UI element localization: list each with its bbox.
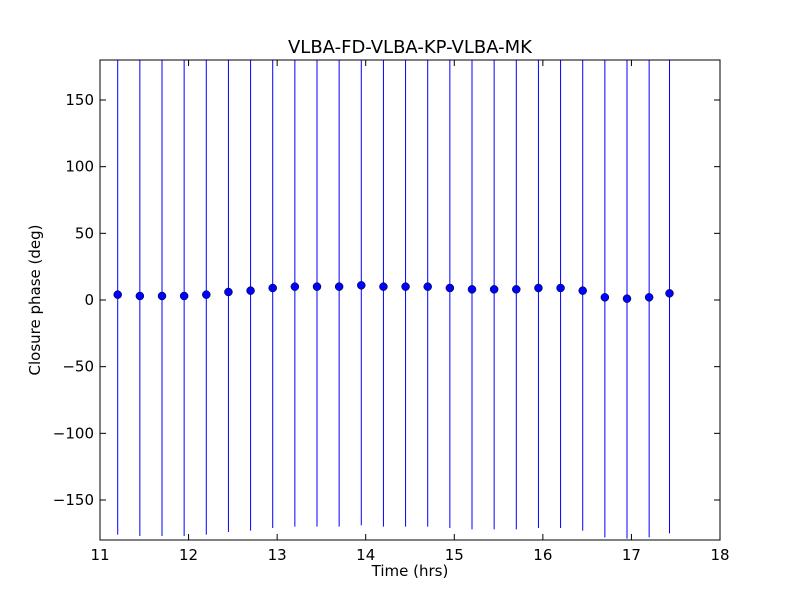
data-point — [157, 291, 167, 301]
x-tick-label: 14 — [356, 546, 375, 564]
y-axis-label: Closure phase (deg) — [26, 225, 44, 376]
y-tick-label: 100 — [65, 158, 94, 176]
data-point — [268, 283, 277, 293]
x-tick-label: 11 — [90, 546, 109, 564]
data-point — [665, 289, 674, 298]
x-tick-label: 13 — [268, 546, 287, 564]
plot-area: 11 12 13 14 15 16 17 18 −150 −100 −50 0 50 100 150 — [53, 59, 730, 564]
data-point — [246, 286, 255, 295]
data-point — [224, 287, 233, 297]
data-point — [534, 283, 543, 293]
y-tick-label: −100 — [53, 424, 94, 442]
data-point — [489, 285, 499, 294]
data-point — [512, 285, 521, 294]
y-tick-label: 50 — [75, 224, 94, 242]
data-point — [312, 282, 322, 291]
data-point — [644, 293, 654, 302]
data-point — [578, 286, 587, 295]
data-point — [290, 282, 300, 291]
data-point — [622, 294, 632, 303]
data-point — [556, 283, 565, 293]
y-tick-label: −150 — [53, 491, 94, 509]
chart-title: VLBA-FD-VLBA-KP-VLBA-MK — [288, 37, 533, 58]
data-point — [423, 282, 432, 291]
x-tick-label: 18 — [710, 546, 729, 564]
data-point — [600, 293, 610, 302]
x-tick-label: 15 — [445, 546, 464, 564]
data-point — [135, 291, 145, 301]
x-axis-label: Time (hrs) — [371, 562, 449, 580]
x-tick-label: 17 — [622, 546, 641, 564]
data-point — [445, 283, 455, 293]
y-tick-label: 150 — [65, 91, 94, 109]
y-tick-label: −50 — [62, 358, 94, 376]
data-point — [467, 285, 477, 294]
data-point — [202, 290, 211, 299]
data-point — [379, 282, 388, 291]
data-point — [357, 281, 366, 290]
x-tick-label: 16 — [533, 546, 552, 564]
y-tick-label: 0 — [84, 291, 94, 309]
data-point — [401, 282, 410, 291]
data-point — [334, 282, 344, 291]
data-point — [113, 290, 122, 299]
data-point — [179, 291, 189, 301]
x-tick-label: 12 — [179, 546, 198, 564]
